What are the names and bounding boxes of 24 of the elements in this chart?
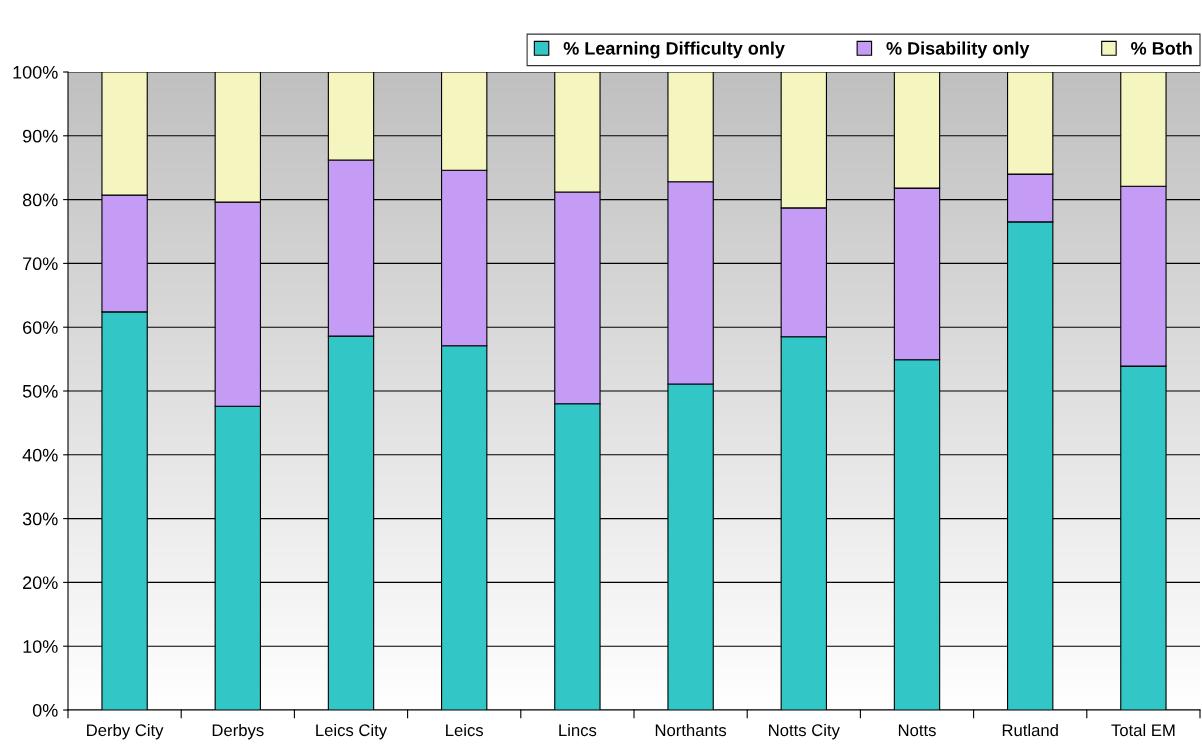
x-tick-label: Derby City xyxy=(87,723,164,740)
y-tick-label: 100% xyxy=(13,65,58,79)
x-tick-label: Leics City xyxy=(316,723,388,740)
x-tick-label: Notts City xyxy=(769,723,840,740)
legend-label: % Learning Difficulty only xyxy=(563,41,785,59)
x-tick-label: Rutland xyxy=(1002,723,1058,737)
y-tick-label: 40% xyxy=(22,448,58,462)
y-tick-label: 0% xyxy=(32,703,58,717)
y-tick-label: 70% xyxy=(23,257,58,271)
x-tick-label: Total EM xyxy=(1111,723,1175,737)
legend-label: % Disability only xyxy=(886,41,1030,59)
y-tick-label: 30% xyxy=(22,512,58,526)
x-tick-label: Northants xyxy=(655,723,727,737)
x-tick-label: Leics xyxy=(446,723,484,737)
y-tick-label: 90% xyxy=(22,129,58,143)
y-tick-label: 80% xyxy=(22,193,58,207)
y-tick-label: 50% xyxy=(22,384,58,398)
x-tick-label: Notts xyxy=(898,724,936,737)
y-tick-label: 60% xyxy=(23,321,58,334)
legend-label: % Both xyxy=(1131,41,1192,55)
x-tick-label: Derbys xyxy=(212,723,264,740)
y-tick-label: 10% xyxy=(23,640,58,653)
y-tick-label: 20% xyxy=(23,576,58,590)
x-tick-label: Lincs xyxy=(559,723,597,737)
